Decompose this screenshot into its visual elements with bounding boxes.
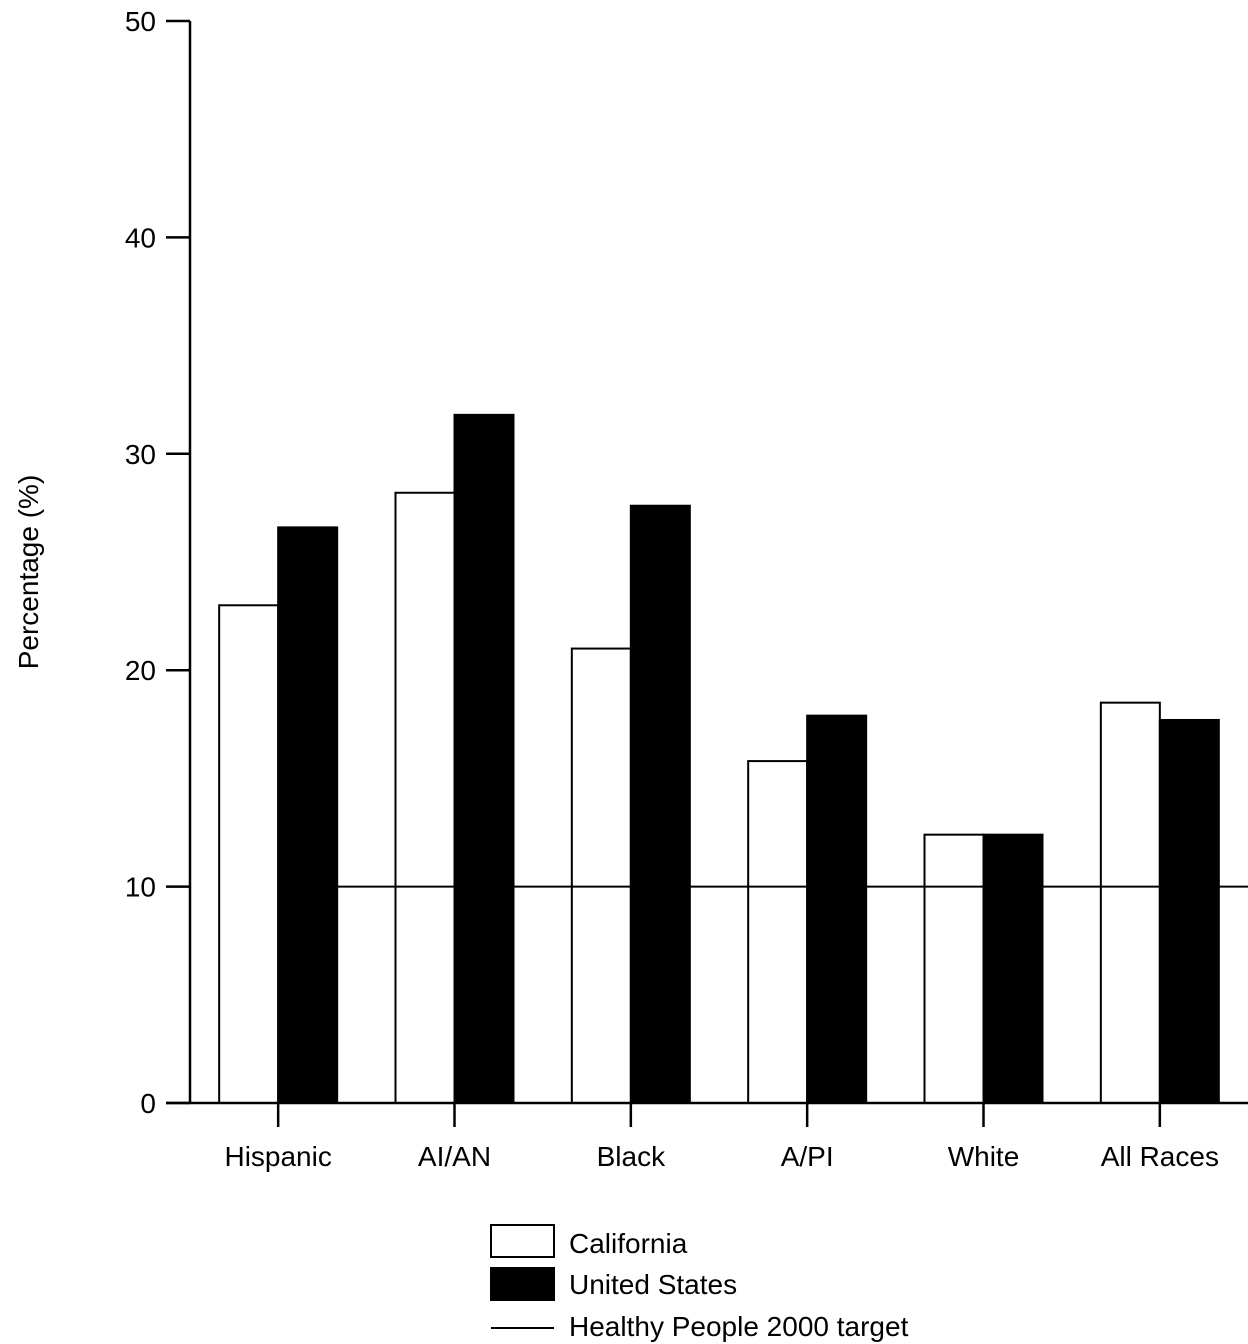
x-tick-label: Hispanic xyxy=(224,1141,331,1172)
y-axis-ticks: 0 10 20 30 40 50 xyxy=(125,6,190,1119)
bar-california-ai-an xyxy=(394,491,456,1104)
bar-united-states-ai-an xyxy=(453,413,515,1104)
legend-label-united-states: United States xyxy=(569,1269,737,1300)
y-tick-label: 0 xyxy=(140,1088,156,1119)
legend-swatch-california xyxy=(490,1224,555,1258)
y-axis-label: Percentage (%) xyxy=(13,475,44,670)
bar-united-states-hispanic xyxy=(277,526,339,1104)
legend-label-california: California xyxy=(569,1228,688,1259)
bar-united-states-all-races xyxy=(1158,718,1220,1104)
x-axis-ticks: Hispanic AI/AN Black A/PI White All Races xyxy=(224,1103,1219,1172)
bar-california-a-pi xyxy=(747,760,809,1104)
bar-california-black xyxy=(570,647,632,1104)
legend: California United States Healthy People … xyxy=(490,1224,909,1342)
x-tick-label: White xyxy=(948,1141,1020,1172)
y-tick-label: 10 xyxy=(125,872,156,903)
x-tick-label: All Races xyxy=(1101,1141,1219,1172)
bar-california-white xyxy=(923,833,985,1104)
y-tick-label: 20 xyxy=(125,655,156,686)
bar-california-all-races xyxy=(1099,701,1161,1104)
legend-label-target-line: Healthy People 2000 target xyxy=(569,1311,909,1342)
bar-united-states-a-pi xyxy=(806,714,868,1104)
x-tick-label: Black xyxy=(597,1141,666,1172)
y-tick-label: 40 xyxy=(125,222,156,253)
y-tick-label: 30 xyxy=(125,439,156,470)
x-tick-label: A/PI xyxy=(781,1141,834,1172)
y-tick-label: 50 xyxy=(125,6,156,37)
bar-california-hispanic xyxy=(218,604,280,1105)
legend-swatch-united-states xyxy=(490,1267,555,1301)
bar-united-states-black xyxy=(629,504,691,1104)
x-tick-label: AI/AN xyxy=(418,1141,491,1172)
bar-united-states-white xyxy=(982,833,1044,1104)
bars-layer xyxy=(218,413,1220,1105)
